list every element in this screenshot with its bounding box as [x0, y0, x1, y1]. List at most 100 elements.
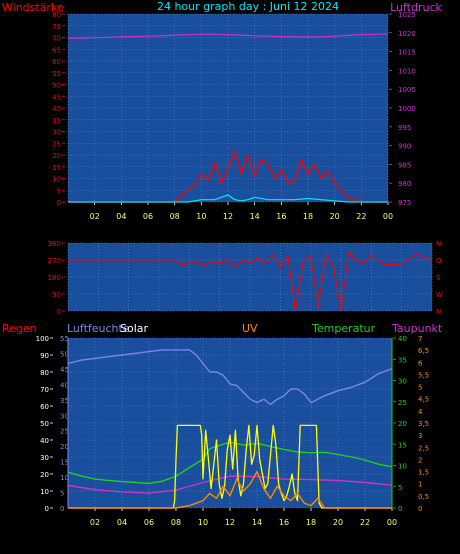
- rain-ytick-label: 50: [40, 420, 49, 428]
- wind-xtick-label: 22: [356, 212, 366, 221]
- temperature-ytick-label: 35: [398, 356, 407, 364]
- wind-xtick-label: 08: [170, 212, 180, 221]
- dewpoint-ytick-label: 5: [418, 384, 422, 392]
- pressure-ytick-label: 975: [398, 199, 411, 207]
- wind-xtick-label: 02: [90, 212, 100, 221]
- climate-xtick-label: 12: [225, 518, 235, 527]
- pressure-ytick-label: 1015: [398, 49, 416, 57]
- humidity-ytick-label: 55: [60, 335, 69, 343]
- climate-panel: 0102030405060708090100051015202530354045…: [36, 335, 430, 527]
- wind-ytick-label: 60: [52, 58, 61, 66]
- wind-xtick-label: 04: [116, 212, 126, 221]
- dewpoint-ytick-label: 6: [418, 359, 423, 367]
- rain-ytick-label: 80: [40, 369, 49, 377]
- compass-label: W: [436, 291, 443, 299]
- pressure-ytick-label: 980: [398, 180, 411, 188]
- humidity-ytick-label: 50: [60, 350, 69, 358]
- dewpoint-ytick-label: 4: [418, 408, 423, 416]
- humidity-axis-title: Luftfeuchte: [67, 322, 130, 335]
- temperature-ytick-label: 25: [398, 399, 407, 407]
- temperature-ytick-label: 10: [398, 463, 407, 471]
- series-luftdruck: [68, 33, 389, 39]
- climate-xtick-label: 20: [333, 518, 343, 527]
- climate-xtick-label: 06: [144, 518, 154, 527]
- temperature-ytick-label: 40: [398, 335, 407, 343]
- rain-ytick-label: 10: [40, 488, 49, 496]
- wind-ytick-label: 55: [52, 70, 61, 78]
- humidity-ytick-label: 25: [60, 428, 69, 436]
- humidity-ytick-label: 20: [60, 443, 69, 451]
- pressure-ytick-label: 985: [398, 161, 411, 169]
- wind-ytick-label: 15: [52, 164, 61, 172]
- dewpoint-ytick-label: 0,5: [418, 493, 429, 501]
- dewpoint-ytick-label: 0: [418, 505, 422, 513]
- wind-ytick-label: 10: [52, 176, 61, 184]
- solar-legend-label: Solar: [120, 322, 149, 335]
- rain-ytick-label: 60: [40, 403, 49, 411]
- wind-ytick-label: 20: [52, 152, 61, 160]
- series-wind: [68, 149, 388, 203]
- pressure-ytick-label: 1005: [398, 86, 416, 94]
- dewpoint-ytick-label: 3: [418, 432, 422, 440]
- dewpoint-ytick-label: 1,5: [418, 469, 429, 477]
- direction-ytick-label: 90: [52, 291, 61, 299]
- wind-ytick-label: 75: [52, 23, 61, 31]
- rain-ytick-label: 70: [40, 386, 49, 394]
- wind-ytick-label: 45: [52, 93, 61, 101]
- wind-ytick-label: 40: [52, 105, 61, 113]
- wind-xtick-label: 00: [383, 212, 393, 221]
- dewpoint-ytick-label: 7: [418, 335, 422, 343]
- temperature-ytick-label: 5: [398, 484, 402, 492]
- pressure-ytick-label: 1020: [398, 30, 416, 38]
- rain-ytick-label: 100: [36, 335, 49, 343]
- dewpoint-ytick-label: 3,5: [418, 420, 429, 428]
- rain-ytick-label: 0: [45, 505, 49, 513]
- humidity-ytick-label: 5: [60, 490, 64, 498]
- humidity-ytick-label: 40: [60, 381, 69, 389]
- pressure-ytick-label: 995: [398, 124, 411, 132]
- rain-axis-title: Regen: [2, 322, 37, 335]
- dewpoint-ytick-label: 6,5: [418, 347, 429, 355]
- compass-label: N: [436, 308, 441, 316]
- series-solar: [68, 424, 392, 509]
- series-uv: [68, 470, 392, 509]
- pressure-axis-title: Luftdruck: [390, 1, 442, 14]
- rain-ytick-label: 20: [40, 471, 49, 479]
- wind-xtick-label: 20: [330, 212, 340, 221]
- humidity-ytick-label: 15: [60, 459, 69, 467]
- humidity-ytick-label: 0: [60, 505, 64, 513]
- temperature-axis-title: Temperatur: [311, 322, 376, 335]
- direction-ytick-label: 270: [48, 257, 61, 265]
- climate-xtick-label: 00: [387, 518, 397, 527]
- humidity-ytick-label: 30: [60, 412, 69, 420]
- uv-legend-label: UV: [242, 322, 258, 335]
- wind-direction-panel: 0 90 180 270 360 N W S O N: [48, 240, 443, 316]
- climate-xtick-label: 14: [252, 518, 262, 527]
- wind-ytick-label: 70: [52, 35, 61, 43]
- direction-ytick-label: 360: [48, 240, 61, 248]
- dewpoint-ytick-label: 5,5: [418, 371, 429, 379]
- pressure-ytick-label: 1000: [398, 105, 416, 113]
- climate-xtick-label: 22: [360, 518, 370, 527]
- dewpoint-ytick-label: 4,5: [418, 396, 429, 404]
- compass-label: O: [436, 257, 442, 265]
- series-temperatur: [67, 441, 393, 485]
- dewpoint-ytick-label: 2,5: [418, 444, 429, 452]
- series-gust: [68, 194, 388, 203]
- chart-title: 24 hour graph day : Juni 12 2024: [157, 0, 339, 13]
- dewpoint-axis-title: Taupunkt: [391, 322, 443, 335]
- wind-pressure-panel: 0510152025303540455055606570758097598098…: [52, 11, 416, 221]
- climate-xtick-label: 08: [171, 518, 181, 527]
- wind-ytick-label: 30: [52, 129, 61, 137]
- rain-ytick-label: 30: [40, 454, 49, 462]
- wind-ytick-label: 0: [57, 199, 61, 207]
- wind-ytick-label: 25: [52, 140, 61, 148]
- compass-label: N: [436, 240, 441, 248]
- humidity-ytick-label: 35: [60, 397, 69, 405]
- climate-xtick-label: 10: [198, 518, 208, 527]
- temperature-ytick-label: 15: [398, 441, 407, 449]
- wind-xtick-label: 10: [196, 212, 206, 221]
- wind-ytick-label: 35: [52, 117, 61, 125]
- wind-xtick-label: 06: [143, 212, 153, 221]
- wind-ytick-label: 5: [57, 187, 61, 195]
